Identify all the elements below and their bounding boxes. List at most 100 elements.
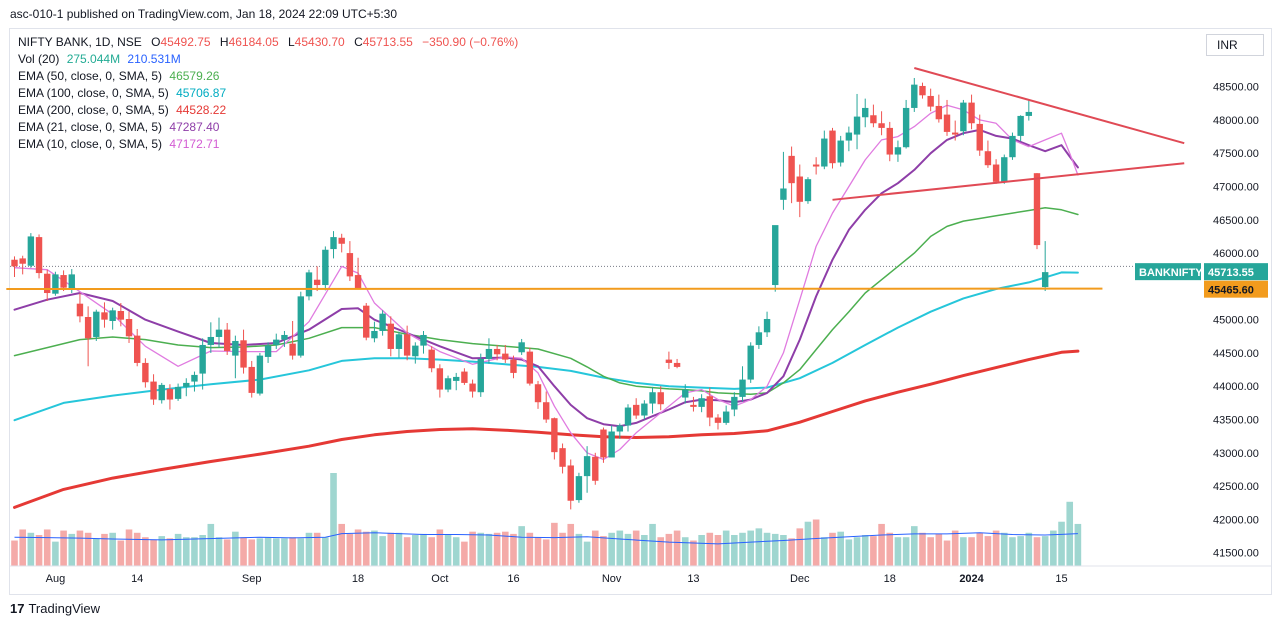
candle-body	[444, 378, 452, 390]
volume-bar	[534, 537, 542, 566]
candle-body	[101, 312, 108, 320]
candle-body	[649, 392, 656, 404]
candle	[682, 384, 689, 404]
candle	[518, 338, 525, 355]
ema50-value: 46579.26	[169, 69, 220, 83]
candle	[559, 443, 566, 474]
candle-body	[731, 396, 738, 410]
candle-body	[551, 418, 558, 453]
candle-body	[256, 355, 264, 394]
candle	[968, 94, 975, 130]
candle	[706, 387, 713, 427]
candle-body	[592, 456, 599, 481]
low-label: L	[287, 35, 295, 49]
candle-body	[886, 127, 893, 155]
candle-body	[829, 130, 836, 164]
candle-body	[722, 411, 730, 423]
candle	[632, 398, 640, 419]
candle-body	[125, 318, 133, 337]
candle	[551, 417, 558, 460]
candle-body	[166, 388, 174, 400]
candle-body	[894, 147, 902, 155]
candle	[600, 427, 607, 463]
candle	[125, 311, 133, 343]
candle-body	[952, 132, 959, 135]
candle	[379, 310, 386, 336]
volume-bar	[575, 533, 583, 566]
candle-body	[583, 456, 591, 477]
volume-bar	[338, 523, 345, 566]
candle	[19, 255, 26, 275]
volume-bar	[821, 537, 828, 566]
candle	[927, 88, 934, 112]
price-axis-tick: 43500.00	[1213, 415, 1259, 427]
volume-bar	[657, 537, 665, 566]
volume-bar	[240, 537, 247, 566]
volume-bar	[182, 537, 190, 566]
candle-body	[68, 274, 75, 289]
candle	[641, 400, 648, 420]
candle	[117, 303, 125, 327]
candle-body	[706, 396, 713, 418]
candle-body	[44, 273, 51, 294]
volume-bar	[403, 537, 411, 566]
candle-body	[403, 334, 411, 356]
candle-body	[35, 237, 43, 274]
volume-bar	[84, 532, 92, 566]
volume-bar	[567, 523, 575, 566]
legend-ema100[interactable]: EMA (100, close, 0, SMA, 5) 45706.87	[18, 85, 518, 102]
candle	[183, 378, 190, 397]
candle-body	[657, 392, 664, 405]
legend-ema10[interactable]: EMA (10, close, 0, SMA, 5) 47172.71	[18, 136, 518, 153]
volume-bar	[223, 539, 231, 566]
candle-body	[313, 279, 321, 286]
candle-body	[780, 188, 787, 200]
ema100-value: 45706.87	[176, 86, 227, 100]
candle-body	[281, 334, 288, 340]
candle	[420, 330, 427, 354]
candle	[780, 151, 787, 210]
volume-bar	[518, 526, 525, 566]
candle	[821, 130, 828, 170]
candle-body	[420, 334, 427, 346]
volume-bar	[894, 537, 902, 566]
candle-body	[461, 371, 468, 383]
volume-bar	[436, 529, 444, 566]
candle-body	[1033, 173, 1041, 246]
candle	[387, 316, 394, 357]
candle	[739, 366, 746, 402]
low-value: 45430.70	[294, 35, 345, 49]
legend-volume[interactable]: Vol (20) 275.044M 210.531M	[18, 51, 518, 68]
volume-bar	[117, 540, 125, 566]
volume-bar	[526, 532, 534, 566]
volume-bar	[362, 531, 370, 566]
volume-bar	[935, 533, 943, 566]
volume-bar	[976, 532, 984, 566]
candle-body	[76, 303, 84, 317]
legend-ema50[interactable]: EMA (50, close, 0, SMA, 5) 46579.26	[18, 68, 518, 85]
candle	[232, 335, 239, 379]
time-axis-tick: 13	[687, 573, 699, 585]
support-price-tag-bg	[1204, 280, 1268, 298]
legend-ema21[interactable]: EMA (21, close, 0, SMA, 5) 47287.40	[18, 119, 518, 136]
volume-bar	[256, 538, 264, 566]
candle-body	[199, 344, 206, 374]
candle-body	[526, 351, 534, 384]
candle	[853, 93, 861, 150]
volume-bar	[542, 539, 550, 566]
candle-body	[559, 448, 566, 467]
volume-bar	[76, 530, 84, 566]
candle-body	[616, 425, 624, 432]
symbol-title[interactable]: NIFTY BANK, 1D, NSE	[18, 35, 142, 49]
legend-ema200[interactable]: EMA (200, close, 0, SMA, 5) 44528.22	[18, 102, 518, 119]
candle	[960, 99, 967, 136]
volume-bar	[755, 528, 763, 566]
candle-body	[837, 140, 844, 163]
ema21-value: 47287.40	[169, 120, 220, 134]
currency-button[interactable]: INR	[1206, 34, 1264, 56]
high-label: H	[219, 35, 229, 49]
chart-frame	[9, 28, 1272, 595]
candle-body	[273, 339, 280, 345]
volume-bar	[583, 541, 591, 566]
